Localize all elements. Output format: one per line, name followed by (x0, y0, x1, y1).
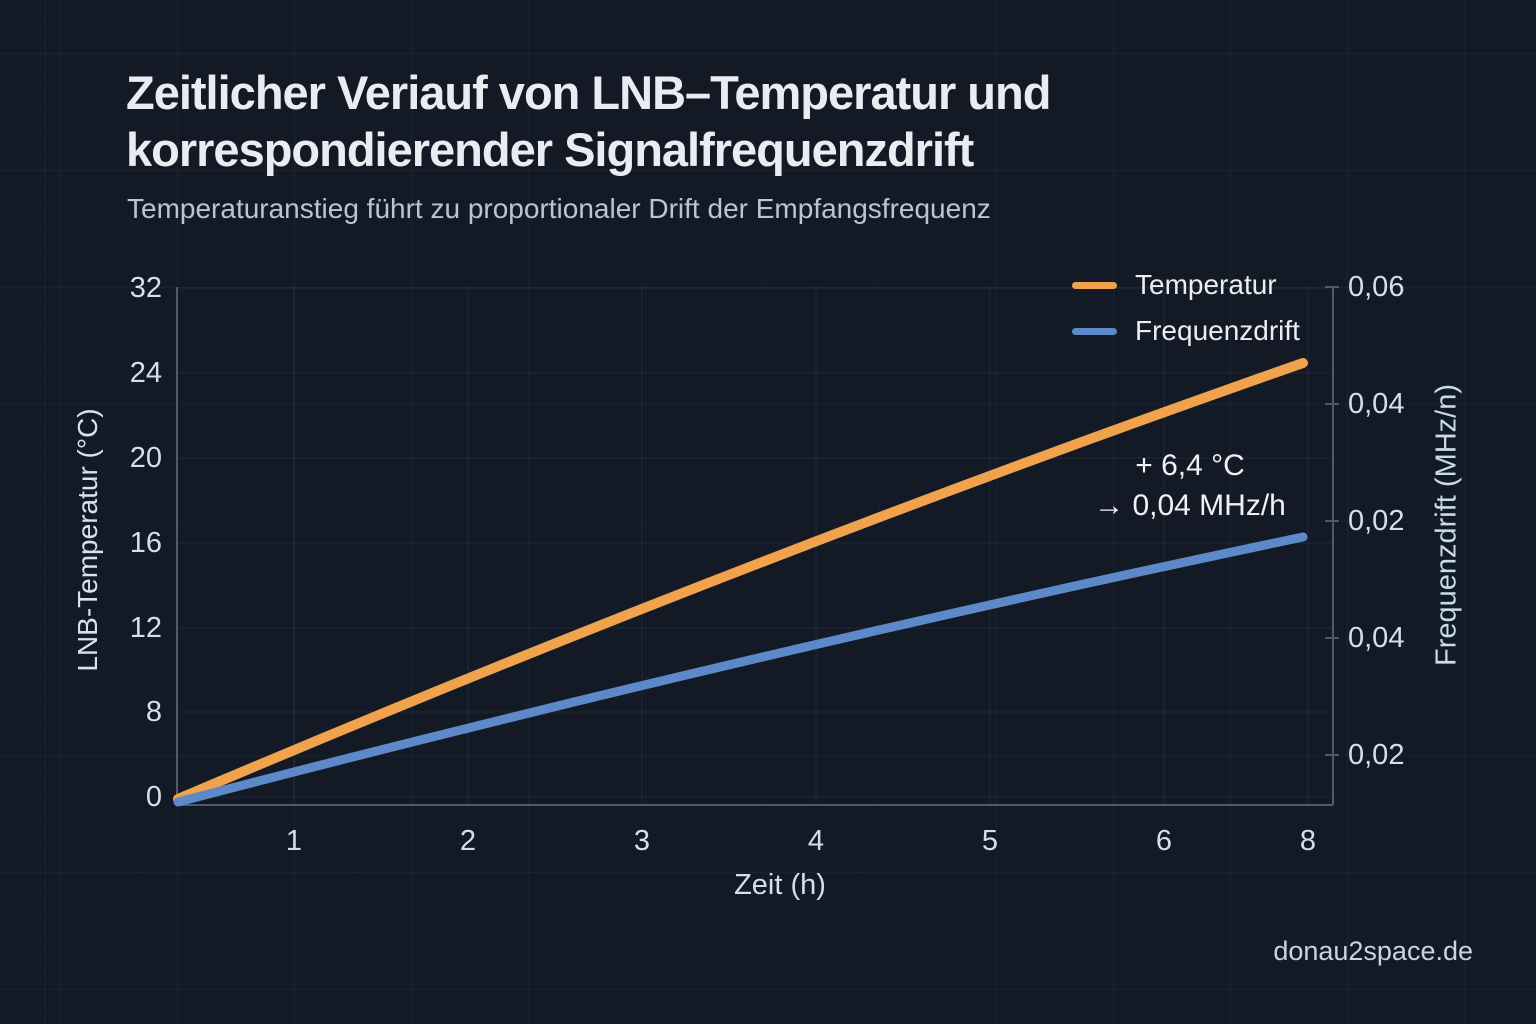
right-axis-tick-label: 0,06 (1348, 271, 1405, 303)
frequenzdrift-line (173, 532, 1308, 807)
right-axis-tick-label: 0,02 (1348, 739, 1405, 771)
x-axis-label: Zeit (h) (734, 869, 826, 901)
left-axis-tick-label: 16 (129, 527, 162, 559)
page-subtitle: Temperaturanstieg führt zu proportionale… (127, 193, 991, 224)
x-axis-tick-label: 5 (981, 825, 999, 857)
x-axis-tick-label: 1 (285, 825, 303, 857)
right-axis-label: Frequenzdrift (MHz/n) (1430, 383, 1463, 667)
right-axis-tick-label: 0,04 (1348, 388, 1405, 420)
legend-item: Temperatur (1072, 266, 1300, 304)
x-axis-tick-label: 2 (459, 825, 477, 857)
x-axis-tick-label: 4 (807, 825, 825, 857)
page-title-line1: Zeitlicher Veriauf von LNB–Temperatur un… (126, 66, 1051, 119)
page-title-line2: korrespondierender Signalfrequenzdrift (126, 123, 974, 176)
x-axis-tick-label: 3 (633, 825, 651, 857)
left-axis-tick-label: 32 (129, 272, 162, 304)
chart-annotation: + 6,4 °C → 0,04 MHz/h (1020, 446, 1360, 526)
right-axis-tick-label: 0,04 (1348, 622, 1405, 654)
annotation-drift-value: → 0,04 MHz/h (1094, 489, 1286, 522)
legend-label: Frequenzdrift (1135, 315, 1300, 346)
temperature-line (173, 358, 1308, 804)
left-axis-tick-label: 24 (129, 357, 162, 389)
legend-line-swatch (1072, 281, 1117, 289)
chart-legend: Temperatur Frequenzdrift (1072, 266, 1300, 350)
legend-label: Temperatur (1135, 269, 1277, 300)
x-axis-tick-label: 6 (1155, 825, 1173, 857)
left-axis-label: LNB-Temperatur (°C) (72, 408, 103, 672)
left-axis-tick-label: 20 (129, 442, 162, 474)
legend-line-swatch (1072, 327, 1117, 335)
x-axis-tick-label: 8 (1299, 825, 1317, 857)
right-axis-tick-label: 0,02 (1348, 505, 1405, 537)
left-axis-tick-label: 12 (129, 612, 162, 644)
footer-website: donau2space.de (1273, 936, 1473, 966)
page-title: Zeitlicher Veriauf von LNB–Temperatur un… (126, 64, 1326, 178)
left-axis-tick-label: 0 (145, 781, 162, 813)
left-axis-tick-label: 8 (145, 696, 162, 728)
legend-item: Frequenzdrift (1072, 312, 1300, 350)
annotation-temperature-value: + 6,4 °C (1135, 449, 1245, 482)
